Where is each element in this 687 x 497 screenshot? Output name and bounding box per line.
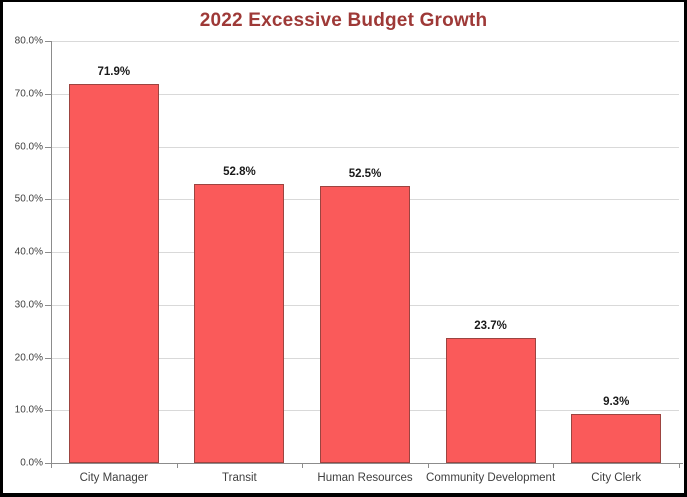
y-tick-label: 30.0%: [14, 299, 43, 311]
y-axis-tick: [45, 146, 51, 148]
y-tick-label: 50.0%: [14, 193, 43, 205]
y-axis-tick: [45, 463, 51, 464]
y-gridline: [51, 41, 679, 42]
x-axis-tick: [427, 463, 429, 468]
category-label: Community Development: [426, 472, 556, 484]
x-axis-tick: [553, 463, 555, 468]
category-label: Transit: [222, 472, 257, 484]
bar: [320, 186, 410, 463]
bar-value-label: 52.8%: [223, 166, 256, 179]
category-label: City Manager: [79, 472, 148, 484]
x-axis-line: [51, 463, 683, 464]
y-axis-tick: [45, 93, 51, 95]
y-tick-label: 40.0%: [14, 246, 43, 258]
y-axis-tick: [45, 304, 51, 306]
bar: [194, 184, 285, 463]
x-axis-tick: [302, 463, 304, 468]
y-tick-label: 60.0%: [14, 141, 43, 152]
y-gridline: [51, 93, 679, 95]
bar-value-label: 71.9%: [97, 65, 131, 78]
y-tick-label: 80.0%: [14, 35, 43, 47]
bar: [445, 337, 536, 463]
y-tick-label: 20.0%: [14, 352, 43, 363]
y-tick-label: 0.0%: [20, 457, 43, 469]
category-label: Human Resources: [317, 472, 413, 484]
y-axis-tick: [45, 41, 51, 42]
x-axis-tick: [679, 463, 680, 468]
y-gridline: [51, 146, 679, 148]
bar-value-label: 52.5%: [348, 168, 382, 181]
y-axis-tick: [45, 410, 51, 412]
y-axis-tick: [45, 252, 51, 253]
y-tick-label: 70.0%: [14, 88, 43, 100]
bar-value-label: 9.3%: [603, 395, 630, 408]
bar-value-label: 23.7%: [474, 319, 507, 332]
bar: [571, 413, 662, 463]
bar: [68, 83, 159, 463]
x-axis-tick: [176, 463, 178, 468]
y-axis-line: [51, 41, 52, 463]
category-label: City Clerk: [591, 472, 642, 484]
y-tick-label: 10.0%: [14, 404, 43, 416]
y-axis-tick: [45, 357, 51, 359]
plot-area: 0.0% 10.0% 20.0% 30.0% 40.0% 50.0% 60.0% 70.0% 8…: [3, 2, 684, 493]
x-axis-tick: [51, 463, 52, 468]
y-axis-tick: [45, 199, 51, 201]
chart-title: 2022 Excessive Budget Growth: [199, 10, 488, 31]
